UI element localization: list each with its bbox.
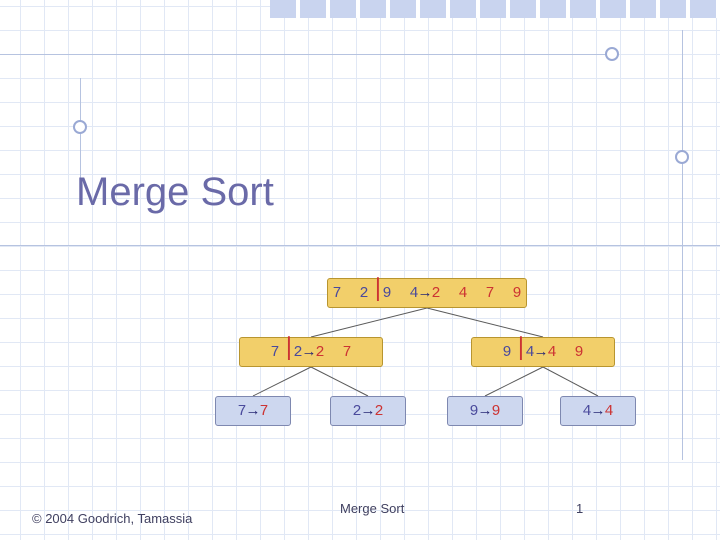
footer-page-number: 1 [576, 501, 583, 516]
tree-node-l: 7 ⎥2 → 2 7 [239, 337, 383, 367]
page-title: Merge Sort [76, 170, 274, 215]
tree-node-root: 7 2 ⎥9 4 → 2 4 7 9 [327, 278, 527, 308]
background-grid [0, 0, 720, 540]
tree-node-r: 9 ⎥4 → 4 9 [471, 337, 615, 367]
tree-node-ll: 7 → 7 [215, 396, 291, 426]
tree-node-lr: 2 → 2 [330, 396, 406, 426]
tree-node-rl: 9 → 9 [447, 396, 523, 426]
footer-title: Merge Sort [340, 501, 404, 516]
top-color-bar [270, 0, 720, 18]
footer-copyright: © 2004 Goodrich, Tamassia [32, 511, 192, 526]
tree-node-rr: 4 → 4 [560, 396, 636, 426]
